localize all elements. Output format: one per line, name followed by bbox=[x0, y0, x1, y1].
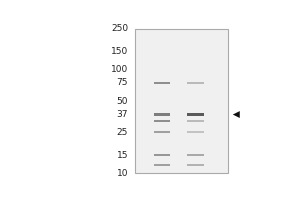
Text: 250: 250 bbox=[111, 24, 128, 33]
Bar bbox=[154, 131, 170, 133]
Text: 10: 10 bbox=[117, 169, 128, 178]
Bar bbox=[154, 113, 170, 116]
Bar bbox=[188, 154, 204, 156]
Text: 50: 50 bbox=[117, 97, 128, 106]
Bar bbox=[154, 82, 170, 84]
Text: 25: 25 bbox=[117, 128, 128, 137]
Bar bbox=[188, 120, 204, 122]
Bar bbox=[154, 154, 170, 156]
Bar bbox=[154, 164, 170, 166]
Bar bbox=[188, 82, 204, 84]
Bar bbox=[188, 164, 204, 166]
Text: 37: 37 bbox=[117, 110, 128, 119]
Text: 150: 150 bbox=[111, 47, 128, 56]
Bar bbox=[188, 113, 204, 116]
Text: 100: 100 bbox=[111, 65, 128, 74]
Text: 15: 15 bbox=[117, 151, 128, 160]
Bar bbox=[135, 29, 228, 173]
Text: 75: 75 bbox=[117, 78, 128, 87]
Polygon shape bbox=[233, 111, 240, 118]
Bar bbox=[154, 120, 170, 122]
Bar bbox=[188, 131, 204, 133]
